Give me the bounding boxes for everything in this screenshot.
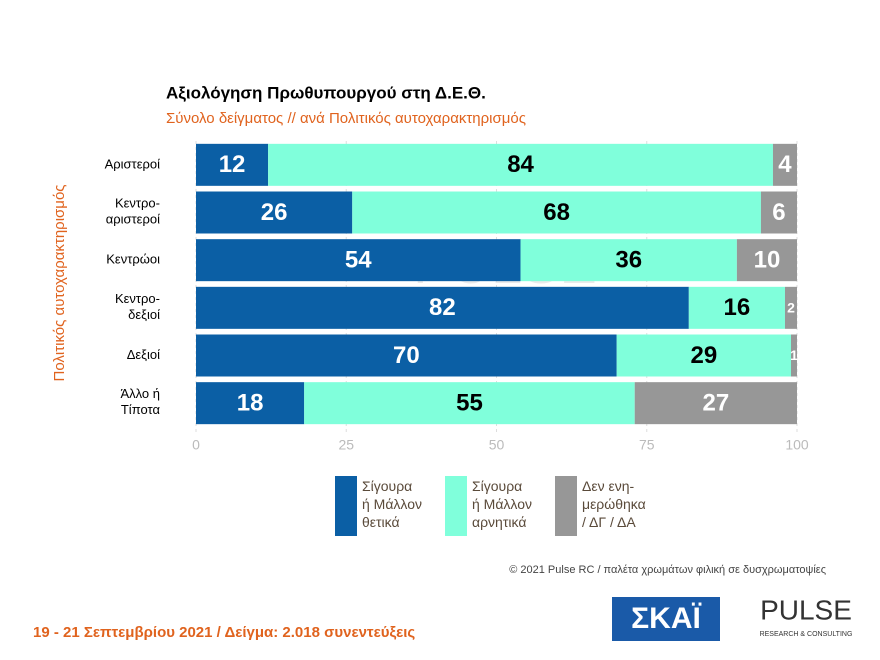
x-tick-label: 25 xyxy=(338,437,354,453)
legend-swatch xyxy=(445,476,467,536)
y-tick-label: Κεντρο-δεξιοί xyxy=(115,291,160,322)
bar-segment xyxy=(772,143,797,186)
value-label: 36 xyxy=(615,247,642,274)
bar-segment xyxy=(616,334,791,377)
value-label: 16 xyxy=(724,294,751,321)
bar-segment xyxy=(520,239,737,282)
value-label: 70 xyxy=(393,342,420,369)
legend-label: Δεν ενη-μερώθηκα / ΔΓ / ΔΑ xyxy=(582,478,646,530)
legend-label: Σίγουρα ή Μάλλον αρνητικά xyxy=(472,478,532,530)
bar-segment xyxy=(196,334,617,377)
value-label: 10 xyxy=(754,247,781,274)
bar-segment xyxy=(784,286,797,329)
value-label: 26 xyxy=(261,199,288,226)
skai-logo-box xyxy=(612,597,720,641)
skai-logo: ΣΚΑΪ xyxy=(631,602,701,635)
value-label: 29 xyxy=(690,342,717,369)
bar-segment xyxy=(196,382,305,425)
bar-segment xyxy=(790,334,797,377)
y-axis-label: Πολιτικός αυτοχαρακτηρισμός xyxy=(51,184,68,381)
value-label: 84 xyxy=(507,151,534,178)
legend-label: Σίγουρα ή Μάλλον θετικά xyxy=(362,478,422,530)
credit: © 2021 Pulse RC / παλέτα χρωμάτων φιλική… xyxy=(509,564,826,576)
y-tick-label: Κεντρώοι xyxy=(106,252,160,267)
pulse-logo: PULSE xyxy=(760,594,852,625)
y-tick-label: Αριστεροί xyxy=(105,156,161,171)
y-tick-label: Άλλο ή Τίποτα xyxy=(120,387,160,418)
value-label: 27 xyxy=(703,390,730,417)
chart-subtitle: Σύνολο δείγματος // ανά Πολιτικός αυτοχα… xyxy=(166,110,526,127)
legend-swatch xyxy=(335,476,357,536)
bar-segment xyxy=(196,191,353,234)
bar-segment xyxy=(688,286,785,329)
bar-segment xyxy=(736,239,797,282)
value-label: 2 xyxy=(787,300,795,316)
bar-segment xyxy=(268,143,773,186)
bar-segment xyxy=(634,382,797,425)
x-tick-label: 0 xyxy=(192,437,200,453)
bar-segment xyxy=(304,382,635,425)
value-label: 12 xyxy=(219,151,246,178)
y-tick-label: Κεντρο-αριστεροί xyxy=(106,196,160,227)
value-label: 68 xyxy=(543,199,570,226)
x-tick-label: 75 xyxy=(639,437,655,453)
fieldwork: 19 - 21 Σεπτεμβρίου 2021 / Δείγμα: 2.018… xyxy=(33,624,415,641)
bar-segment xyxy=(196,239,521,282)
bar-segment xyxy=(196,143,269,186)
bar-segment xyxy=(352,191,761,234)
pulse-tagline: RESEARCH & CONSULTING xyxy=(760,631,853,638)
value-label: 54 xyxy=(345,247,372,274)
y-tick-label: Δεξιοί xyxy=(127,347,160,362)
value-label: 18 xyxy=(237,390,264,417)
bar-segment xyxy=(196,286,689,329)
value-label: 55 xyxy=(456,390,483,417)
legend-swatch xyxy=(555,476,577,536)
value-label: 4 xyxy=(778,151,792,178)
value-label: 1 xyxy=(790,347,798,363)
value-label: 82 xyxy=(429,294,456,321)
x-tick-label: 100 xyxy=(785,437,809,453)
value-label: 6 xyxy=(772,199,785,226)
x-tick-label: 50 xyxy=(489,437,505,453)
chart-title: Αξιολόγηση Πρωθυπουργού στη Δ.Ε.Θ. xyxy=(166,83,486,102)
bar-segment xyxy=(760,191,797,234)
